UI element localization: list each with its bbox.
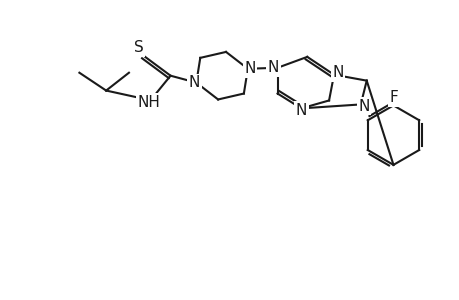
Text: F: F [388, 90, 397, 105]
Text: N: N [244, 61, 255, 76]
Text: N: N [267, 60, 279, 75]
Text: N: N [357, 99, 369, 114]
Text: N: N [295, 103, 306, 118]
Text: N: N [188, 75, 200, 90]
Text: N: N [331, 65, 343, 80]
Text: NH: NH [137, 95, 160, 110]
Text: S: S [134, 40, 143, 56]
